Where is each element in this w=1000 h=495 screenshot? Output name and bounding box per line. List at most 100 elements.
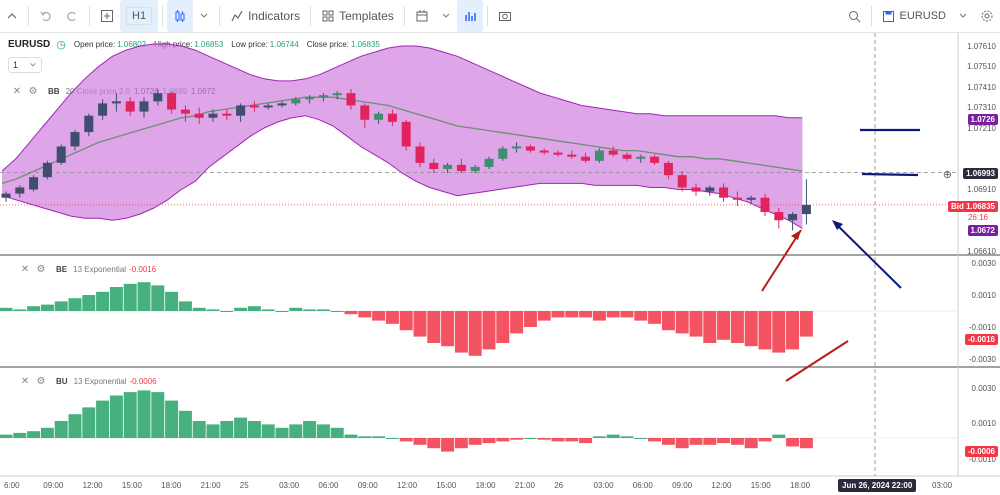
be-histogram-bar [579, 311, 593, 318]
candle-body [139, 101, 149, 112]
quantity-dropdown[interactable]: 1 [8, 57, 42, 73]
bu-histogram-bar [234, 417, 248, 438]
settings-icon[interactable] [974, 0, 1000, 32]
bu-histogram-bar [165, 400, 179, 438]
candle-body [636, 156, 646, 159]
bu-histogram-bar [427, 438, 441, 449]
be-histogram-bar [634, 311, 648, 321]
be-tick: 0.0010 [971, 291, 996, 300]
be-histogram-bar [275, 311, 289, 312]
candle-body [346, 93, 356, 106]
divider [486, 6, 488, 26]
chevron-down-icon[interactable] [435, 0, 457, 32]
camera-icon[interactable] [492, 0, 518, 32]
bu-histogram-bar [565, 438, 579, 442]
be-histogram-bar [192, 307, 206, 311]
candle-body [332, 93, 342, 96]
be-histogram-bar [661, 311, 675, 331]
red-arrow-line [761, 229, 802, 292]
time-tick: 6:00 [4, 481, 20, 490]
chevron-down-icon[interactable] [193, 0, 215, 32]
gear-icon[interactable]: ⚙ [36, 263, 46, 275]
be-histogram-bar [537, 311, 551, 321]
be-histogram-bar [372, 311, 386, 321]
hide-icon[interactable]: ✕ [12, 85, 22, 97]
be-histogram-bar [523, 311, 537, 327]
candle-body [111, 101, 121, 104]
price-tick: 1.07610 [967, 42, 996, 51]
bu-histogram-bar [799, 438, 813, 449]
candle-body [512, 146, 522, 149]
time-tick: 09:00 [357, 481, 378, 490]
be-histogram-bar [151, 285, 165, 311]
candle-body [360, 105, 370, 120]
chevron-down-icon[interactable] [952, 0, 974, 32]
bb-lower-value: 1.0672 [190, 86, 216, 96]
hide-icon[interactable]: ✕ [20, 375, 30, 387]
gear-icon[interactable]: ⚙ [28, 85, 38, 97]
collapse-icon[interactable] [0, 0, 24, 32]
bu-histogram-bar [468, 438, 482, 445]
bb-name: BB [48, 86, 60, 96]
bu-histogram-bar [703, 438, 717, 445]
candle-body [29, 177, 39, 190]
be-histogram-bar [234, 307, 248, 311]
be-histogram-bar [399, 311, 413, 331]
symbol-label: EURUSD [899, 10, 946, 22]
time-tick: 06:00 [318, 481, 339, 490]
bu-histogram-bar [537, 438, 551, 440]
be-tick: -0.0010 [968, 323, 996, 332]
be-histogram-bar [689, 311, 703, 337]
crosshair-plus-icon[interactable]: ⊕ [942, 169, 952, 181]
bu-histogram-bar [96, 400, 110, 438]
bu-histogram-bar [372, 436, 386, 438]
templates-button[interactable]: Templates [315, 0, 400, 32]
time-tick: 25 [239, 481, 249, 490]
candle-body [84, 115, 94, 133]
hide-icon[interactable]: ✕ [20, 263, 30, 275]
high-label: High price: [154, 39, 193, 49]
be-histogram-bar [289, 307, 303, 311]
add-symbol-icon[interactable] [94, 0, 120, 32]
bu-histogram-bar [510, 438, 524, 440]
be-histogram-bar [96, 291, 110, 311]
bu-histogram-bar [344, 434, 358, 438]
close-label: Close price: [306, 39, 349, 49]
bu-histogram-bar [151, 392, 165, 438]
bu-histogram-bar [482, 438, 496, 444]
be-histogram-bar [730, 311, 744, 343]
redo-icon[interactable] [59, 0, 85, 32]
be-histogram-bar [675, 311, 689, 334]
time-tick: 09:00 [672, 481, 693, 490]
indicators-button[interactable]: Indicators [224, 0, 306, 32]
symbol-selector[interactable]: EURUSD [876, 0, 952, 32]
be-histogram-bar [592, 311, 606, 321]
undo-icon[interactable] [33, 0, 59, 32]
time-tick: 03:00 [932, 481, 953, 490]
bu-histogram-bar [772, 434, 786, 438]
bollinger-middle-line [1, 96, 803, 185]
candle-body [277, 103, 287, 106]
bu-histogram-bar [261, 424, 275, 438]
be-histogram-bar [40, 304, 54, 311]
bu-histogram-bar [730, 438, 744, 445]
candles-icon[interactable] [167, 0, 194, 32]
bb-params: 20 Close price 2.0 [65, 86, 131, 96]
bu-histogram-bar [786, 438, 800, 447]
interval-label: H1 [126, 7, 153, 25]
chevron-down-icon [30, 63, 36, 67]
be-histogram-bar [330, 311, 344, 312]
candle-body [608, 150, 618, 155]
be-histogram-bar [454, 311, 468, 353]
bu-histogram-bar [123, 392, 137, 438]
search-icon[interactable] [842, 0, 867, 32]
volume-icon[interactable] [456, 0, 483, 32]
bu-histogram-bar [137, 390, 151, 438]
candle-body [222, 113, 232, 116]
interval-button[interactable]: H1 [120, 0, 159, 32]
candle-body [691, 187, 701, 192]
bu-histogram-bar [689, 438, 703, 445]
gear-icon[interactable]: ⚙ [36, 375, 46, 387]
calendar-icon[interactable] [409, 0, 435, 32]
